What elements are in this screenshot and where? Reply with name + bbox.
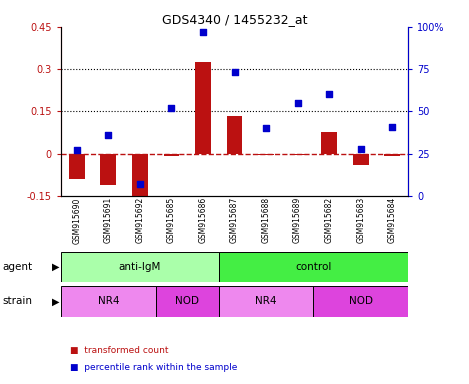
Point xyxy=(73,147,81,153)
Text: strain: strain xyxy=(2,296,32,306)
Bar xyxy=(61,286,156,317)
Text: NOD: NOD xyxy=(349,296,373,306)
Text: ▶: ▶ xyxy=(52,296,59,306)
Bar xyxy=(195,62,211,154)
Text: agent: agent xyxy=(2,262,32,272)
Bar xyxy=(313,286,408,317)
Point xyxy=(262,125,270,131)
Text: ■  transformed count: ■ transformed count xyxy=(70,346,169,355)
Bar xyxy=(321,132,337,154)
Bar xyxy=(61,252,219,282)
Bar xyxy=(385,154,400,156)
Bar xyxy=(100,154,116,185)
Text: NOD: NOD xyxy=(175,296,199,306)
Bar xyxy=(219,252,408,282)
Point xyxy=(231,70,238,76)
Point xyxy=(167,105,175,111)
Point xyxy=(325,91,333,98)
Text: ▶: ▶ xyxy=(52,262,59,272)
Text: control: control xyxy=(295,262,332,272)
Text: GDS4340 / 1455232_at: GDS4340 / 1455232_at xyxy=(162,13,307,26)
Bar xyxy=(156,286,219,317)
Point xyxy=(357,146,364,152)
Bar xyxy=(290,154,305,155)
Point xyxy=(388,124,396,130)
Bar xyxy=(353,154,369,165)
Bar xyxy=(69,154,84,179)
Point xyxy=(199,29,207,35)
Bar xyxy=(164,154,179,156)
Bar xyxy=(258,154,274,155)
Bar xyxy=(227,116,242,154)
Text: anti-IgM: anti-IgM xyxy=(119,262,161,272)
Text: ■  percentile rank within the sample: ■ percentile rank within the sample xyxy=(70,364,238,372)
Bar xyxy=(132,154,148,203)
Point xyxy=(105,132,112,138)
Point xyxy=(136,181,144,187)
Bar xyxy=(219,286,313,317)
Text: NR4: NR4 xyxy=(98,296,119,306)
Text: NR4: NR4 xyxy=(255,296,277,306)
Point xyxy=(294,100,302,106)
